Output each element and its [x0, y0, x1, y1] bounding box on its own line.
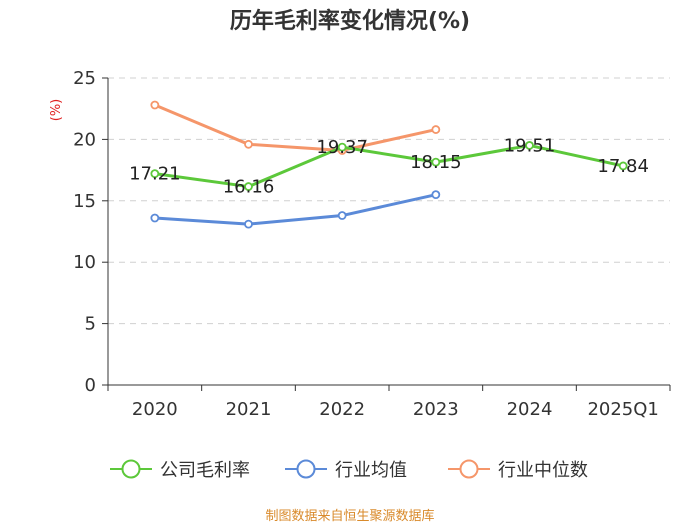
x-tick-label: 2024 — [507, 399, 553, 420]
legend-label: 行业中位数 — [498, 460, 588, 481]
data-label: 19.37 — [316, 137, 368, 158]
data-label: 16.16 — [223, 177, 275, 198]
legend-marker-icon — [121, 459, 141, 479]
x-tick-label: 2021 — [226, 399, 272, 420]
data-labels: 17.21 16.16 19.37 18.15 19.51 17.84 — [129, 135, 649, 197]
x-tick-label: 2025Q1 — [587, 399, 658, 420]
data-point — [431, 157, 441, 167]
data-point — [618, 161, 628, 171]
y-tick-label: 5 — [85, 314, 96, 335]
legend-label: 行业均值 — [335, 460, 407, 481]
legend: 公司毛利率 行业均值 行业中位数 — [110, 459, 588, 481]
x-tick-label: 2020 — [132, 399, 178, 420]
grid-lines — [108, 77, 670, 325]
y-axis-label: (%) — [49, 99, 64, 122]
data-point — [244, 219, 253, 229]
data-label: 17.84 — [597, 156, 649, 177]
data-point — [244, 182, 253, 191]
legend-marker-icon — [296, 459, 316, 479]
series-group — [150, 100, 628, 229]
data-point — [150, 100, 160, 110]
data-point — [337, 142, 347, 152]
data-point — [337, 211, 347, 220]
data-label: 17.21 — [129, 164, 181, 185]
chart-title: 历年毛利率变化情况(%) — [230, 8, 470, 34]
y-tick-label: 25 — [73, 68, 96, 89]
data-point — [150, 213, 160, 223]
y-tick-label: 10 — [73, 252, 96, 273]
x-tick-label: 2022 — [319, 399, 365, 420]
data-label: 18.15 — [410, 152, 462, 173]
y-tick-label: 15 — [73, 191, 96, 212]
data-point — [431, 125, 441, 134]
series-line-0 — [154, 143, 624, 189]
data-point — [244, 139, 253, 149]
axes: 0 5 10 15 20 25 2020 2021 2022 2023 2024 2025Q1 — [73, 68, 671, 420]
data-point — [431, 190, 441, 200]
x-tick-label: 2023 — [413, 399, 459, 420]
data-point — [525, 141, 534, 150]
data-label: 19.51 — [504, 135, 556, 156]
data-point — [150, 169, 160, 179]
source-note: 制图数据来自恒生聚源数据库 — [265, 508, 434, 524]
y-tick-label: 0 — [85, 375, 96, 396]
legend-marker-icon — [459, 459, 479, 479]
series-line-2 — [154, 103, 437, 152]
legend-label: 公司毛利率 — [160, 460, 250, 481]
series-line-1 — [154, 193, 437, 226]
y-tick-label: 20 — [73, 129, 96, 150]
